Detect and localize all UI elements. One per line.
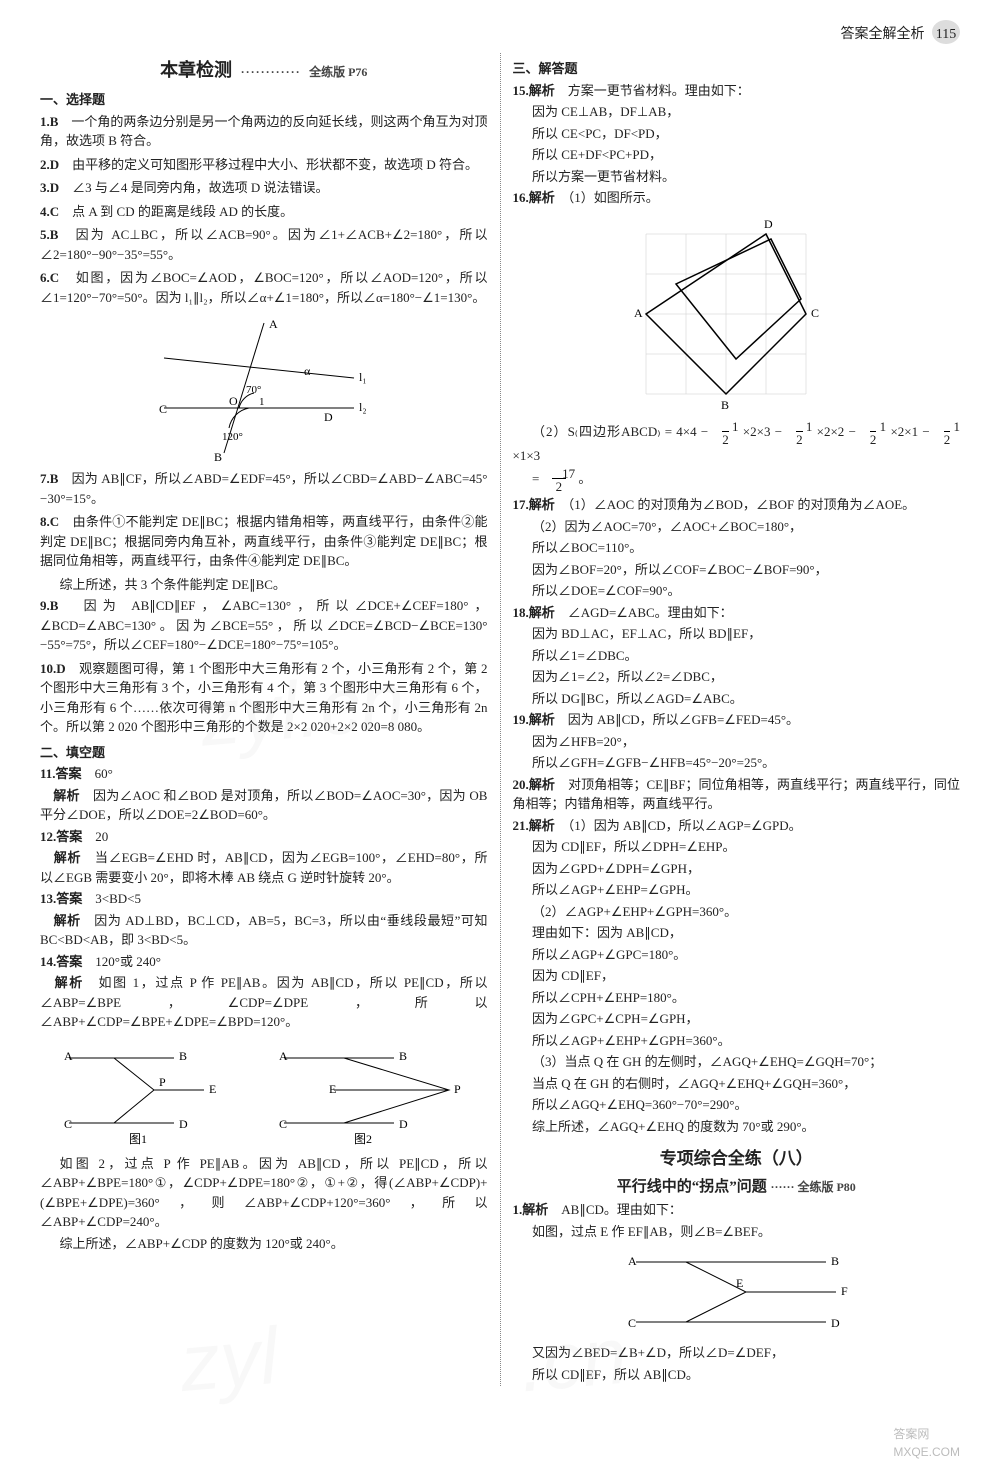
page-number: 115 [932,20,960,44]
svg-text:F: F [841,1284,848,1298]
svg-text:D: D [399,1117,408,1131]
right-column: 三、解答题 15.解析 方案一更节省材料。理由如下： 因为 CE⊥AB，DF⊥A… [500,53,961,1386]
q11-exp: 解析 因为∠AOC 和∠BOD 是对顶角，所以∠BOD=∠AOC=30°，因为 … [40,786,488,825]
section-3: 三、解答题 [513,59,961,79]
svg-text:B: B [721,398,729,412]
svg-text:D: D [764,217,773,231]
svg-text:E: E [329,1082,336,1096]
svg-text:E: E [209,1082,216,1096]
svg-text:A: A [279,1049,288,1063]
q9: 9.B 因为 AB∥CD∥EF，∠ABC=130°，所以∠DCE+∠CEF=18… [40,596,488,655]
q8b: 综上所述，共 3 个条件能判定 DE∥BC。 [40,575,488,595]
q12-ans: 12.答案 20 [40,827,488,847]
q2: 2.D 由平移的定义可知图形平移过程中大小、形状都不变，故选项 D 符合。 [40,155,488,175]
q13-exp: 解析 因为 AD⊥BD，BC⊥CD，AB=5，BC=3，所以由“垂线段最短”可知… [40,911,488,950]
q21: 21.解析 （1）因为 AB∥CD，所以∠AGP=∠GPD。 [513,816,961,836]
svg-text:120°: 120° [222,431,243,443]
svg-text:α: α [304,364,311,378]
special-subtitle: 平行线中的“拐点”问题 ······ 全练版 P80 [513,1176,961,1199]
svg-text:C: C [159,402,167,416]
q16-result: = 172 。 [513,467,961,493]
special-title: 专项综合全练（八） [513,1146,961,1172]
q8: 8.C 由条件①不能判定 DE∥BC；根据内错角相等，两直线平行，由条件②能判定… [40,512,488,571]
q6: 6.C 如图，因为∠BOC=∠AOD，∠BOC=120°，所以∠AOD=120°… [40,268,488,307]
q11-ans: 11.答案 60° [40,764,488,784]
svg-text:A: A [269,317,278,331]
q13-ans: 13.答案 3<BD<5 [40,889,488,909]
diagram-q14: A B C D P E 图1 A B C D E P 图2 [40,1038,488,1148]
svg-text:C: C [64,1117,72,1131]
q14b: 如图 2，过点 P 作 PE∥AB。因为 AB∥CD，所以 PE∥CD，所以∠A… [40,1154,488,1232]
svg-text:B: B [179,1049,187,1063]
q12-exp: 解析 当∠EGB=∠EHD 时，AB∥CD，因为∠EGB=100°，∠EHD=8… [40,848,488,887]
diagram-sq1: A B C D E F [513,1247,961,1337]
svg-text:D: D [179,1117,188,1131]
svg-text:C: C [811,306,819,320]
svg-text:B: B [214,450,222,463]
section-2: 二、填空题 [40,743,488,763]
svg-text:D: D [831,1316,840,1330]
q14-exp: 解析 如图 1，过点 P 作 PE∥AB。因为 AB∥CD，所以 PE∥CD，所… [40,973,488,1032]
svg-text:图2: 图2 [354,1132,372,1146]
header-title: 答案全解全析 [841,27,925,42]
q7: 7.B 因为 AB∥CF，所以∠ABD=∠EDF=45°，所以∠CBD=∠ABD… [40,469,488,508]
chapter-title: 本章检测 全练版 P76 [40,57,488,84]
q4: 4.C 点 A 到 CD 的距离是线段 AD 的长度。 [40,202,488,222]
section-1: 一、选择题 [40,90,488,110]
sq1: 1.解析 AB∥CD。理由如下： [513,1200,961,1220]
q19: 19.解析 因为 AB∥CD，所以∠GFB=∠FED=45°。 [513,710,961,730]
svg-text:E: E [736,1276,743,1290]
footer-watermark: 答案网MXQE.COM [893,1425,960,1461]
q20: 20.解析 对顶角相等；CE∥BF；同位角相等，两直线平行；两直线平行，同位角相… [513,775,961,814]
diagram-q16: A B C D [513,214,961,414]
q18: 18.解析 ∠AGD=∠ABC。理由如下： [513,603,961,623]
q5: 5.B 因为 AC⊥BC，所以∠ACB=90°。因为∠1+∠ACB+∠2=180… [40,225,488,264]
svg-text:O: O [229,394,238,408]
svg-text:A: A [628,1254,637,1268]
svg-text:C: C [628,1316,636,1330]
svg-text:70°: 70° [246,384,261,396]
svg-text:B: B [399,1049,407,1063]
svg-text:l₂: l₂ [359,400,367,414]
svg-text:l₁: l₁ [359,370,367,384]
svg-text:P: P [159,1075,166,1089]
q1: 1.B 一个角的两条边分别是另一个角两边的反向延长线，则这两个角互为对顶角，故选… [40,112,488,151]
svg-text:A: A [64,1049,73,1063]
left-column: 本章检测 全练版 P76 一、选择题 1.B 一个角的两条边分别是另一个角两边的… [40,53,488,1386]
svg-text:D: D [324,410,333,424]
svg-text:B: B [831,1254,839,1268]
q10: 10.D 观察题图可得，第 1 个图形中大三角形有 2 个，小三角形有 2 个，… [40,659,488,737]
q16-calc: （2）S₍四边形ABCD₎ = 4×4 − 12 ×2×3 − 12 ×2×2 … [513,420,961,466]
diagram-q6: A B C D O l₁ l₂ α 70° 1 120° [40,313,488,463]
q14-ans: 14.答案 120°或 240° [40,952,488,972]
q14c: 综上所述，∠ABP+∠CDP 的度数为 120°或 240°。 [40,1234,488,1254]
svg-text:图1: 图1 [129,1132,147,1146]
page-header: 答案全解全析 115 [40,20,960,45]
q3: 3.D ∠3 与∠4 是同旁内角，故选项 D 说法错误。 [40,178,488,198]
q16: 16.解析 （1）如图所示。 [513,188,961,208]
svg-text:A: A [634,306,643,320]
q15: 15.解析 方案一更节省材料。理由如下： [513,81,961,101]
q17: 17.解析 （1）∠AOC 的对顶角为∠BOD，∠BOF 的对顶角为∠AOE。 [513,495,961,515]
svg-text:C: C [279,1117,287,1131]
svg-text:P: P [454,1082,461,1096]
svg-text:1: 1 [259,396,265,408]
